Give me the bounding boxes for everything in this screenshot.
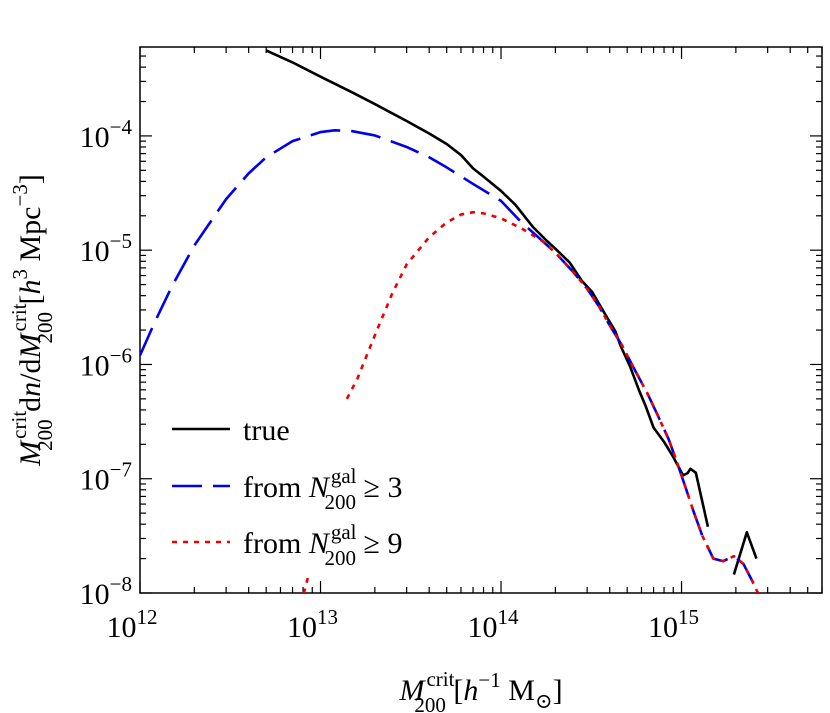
legend-label: true xyxy=(243,414,290,447)
y-tick-label: 10−4 xyxy=(80,115,133,154)
series-line-ngal-ge-9 xyxy=(345,210,760,593)
x-axis-title: Mcrit 200 [h−1 M⊙] xyxy=(398,667,562,713)
x-tick-label: 1015 xyxy=(648,605,699,644)
series-line-ngal-ge-9 xyxy=(302,577,310,593)
legend-label: from Ngal 200 ≥ 9 xyxy=(243,520,402,570)
legend-label: from Ngal 200 ≥ 3 xyxy=(243,464,402,514)
legend: true from Ngal 200 ≥ 3 from Ngal 200 ≥ 9 xyxy=(172,414,402,570)
y-axis-title: Mcrit200 dn/dMcrit200 [h3 Mpc−3] xyxy=(7,174,57,467)
tick-labels: 1012 1013 1014 1015 10−8 10−7 10−6 10−5 10−4 xyxy=(80,115,699,644)
series-line-ngal-ge-3 xyxy=(140,129,760,593)
x-tick-label: 1013 xyxy=(287,605,338,644)
axis-ticks xyxy=(139,47,823,594)
y-tick-label: 10−6 xyxy=(80,343,132,382)
series-group xyxy=(140,49,760,593)
plot-frame xyxy=(139,46,823,594)
y-tick-label: 10−8 xyxy=(80,572,132,611)
series-line-true xyxy=(265,49,710,528)
x-tick-label: 1012 xyxy=(107,605,158,644)
y-tick-label: 10−7 xyxy=(80,458,132,497)
y-tick-label: 10−5 xyxy=(80,229,132,268)
x-tick-label: 1014 xyxy=(468,605,520,644)
